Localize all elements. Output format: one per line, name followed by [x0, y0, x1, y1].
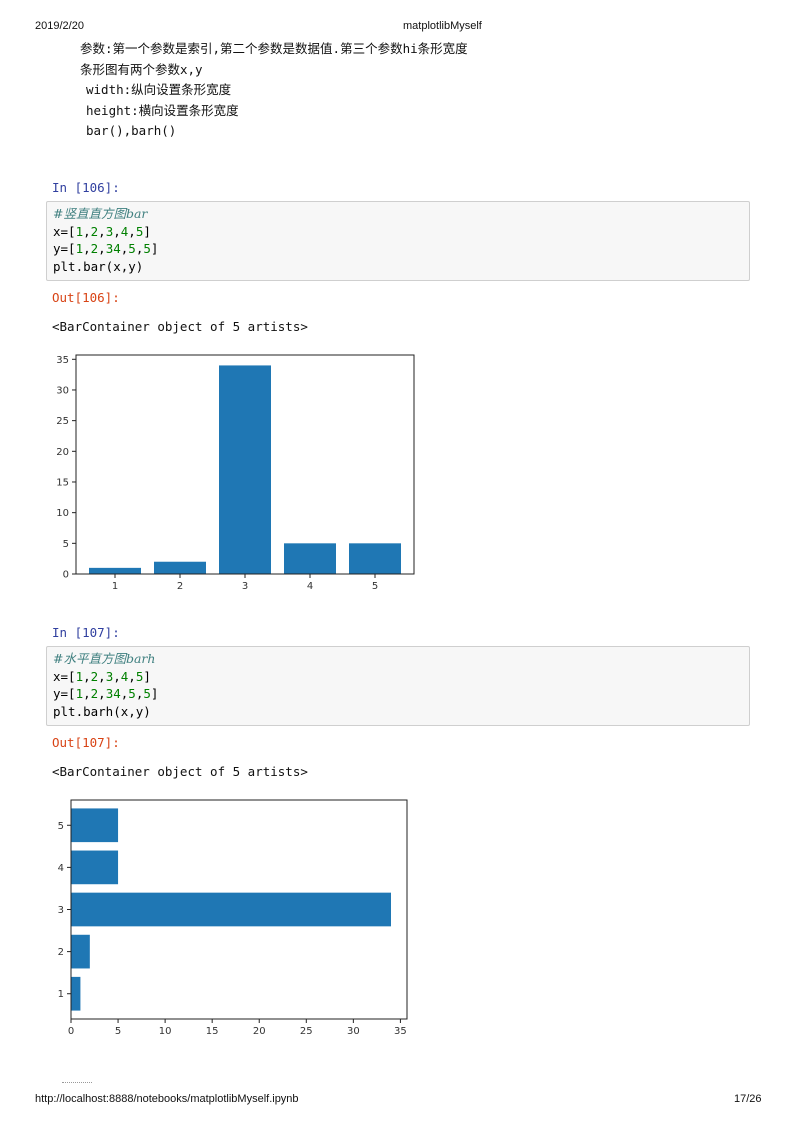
x-tick-label: 0 [68, 1026, 74, 1037]
bar [71, 850, 119, 885]
output-prompt: Out[107]: [52, 735, 120, 750]
code-cell[interactable]: #竖直直方图bar x=[1,2,3,4,5] y=[1,2,34,5,5] p… [46, 201, 750, 281]
x-tick-label: 1 [112, 581, 118, 592]
print-title: matplotlibMyself [403, 20, 482, 32]
input-prompt: In [106]: [52, 180, 120, 195]
x-tick-label: 2 [177, 581, 183, 592]
y-tick-label: 15 [56, 477, 69, 488]
y-tick-label: 30 [56, 385, 69, 396]
y-tick-label: 2 [58, 947, 64, 958]
print-page-number: 17/26 [734, 1093, 762, 1105]
y-tick-label: 20 [56, 447, 69, 458]
markdown-line: 条形图有两个参数x,y [80, 61, 203, 77]
markdown-line: 参数:第一个参数是索引,第二个参数是数据值.第三个参数hi条形宽度 [80, 41, 468, 56]
x-tick-label: 3 [242, 581, 248, 592]
y-tick-label: 25 [56, 416, 69, 427]
bar [71, 892, 391, 927]
print-url: http://localhost:8888/notebooks/matplotl… [35, 1093, 299, 1105]
code-cell[interactable]: #水平直方图barh x=[1,2,3,4,5] y=[1,2,34,5,5] … [46, 646, 750, 726]
y-tick-label: 0 [63, 570, 69, 581]
bar [219, 365, 271, 574]
x-tick-label: 5 [372, 581, 378, 592]
code-line-x: x=[1,2,3,4,5] [53, 223, 151, 239]
code-line-y: y=[1,2,34,5,5] [53, 241, 159, 256]
x-tick-label: 35 [394, 1026, 407, 1037]
x-tick-label: 10 [159, 1026, 172, 1037]
code-comment: #水平直方图barh [53, 651, 156, 666]
code-line-call: plt.bar(x,y) [53, 258, 144, 274]
print-date: 2019/2/20 [35, 20, 84, 32]
y-tick-label: 35 [56, 355, 69, 366]
y-tick-label: 10 [56, 508, 69, 519]
x-tick-label: 5 [115, 1026, 121, 1037]
y-tick-label: 5 [63, 539, 69, 550]
output-prompt: Out[106]: [52, 290, 120, 305]
y-tick-label: 1 [58, 989, 64, 1000]
next-cell-stub [62, 1082, 92, 1085]
y-tick-label: 4 [58, 863, 64, 874]
barh-chart: 1 2 3 4 5 0 5 10 15 20 25 30 35 [58, 799, 408, 1037]
markdown-line: height:横向设置条形宽度 [86, 102, 239, 118]
bar [284, 543, 336, 574]
markdown-cell: 参数:第一个参数是索引,第二个参数是数据值.第三个参数hi条形宽度 条形图有两个… [80, 39, 468, 142]
x-tick-label: 20 [253, 1026, 266, 1037]
output-text: <BarContainer object of 5 artists> [52, 319, 308, 334]
y-tick-label: 5 [58, 821, 64, 832]
x-tick-label: 4 [307, 581, 313, 592]
code-comment: #竖直直方图bar [53, 206, 148, 221]
bar [349, 543, 401, 574]
y-tick-label: 3 [58, 905, 64, 916]
bar [71, 976, 81, 1011]
code-line-x: x=[1,2,3,4,5] [53, 668, 151, 684]
bar [71, 808, 119, 843]
bar [154, 561, 206, 574]
bar [89, 567, 141, 574]
output-text: <BarContainer object of 5 artists> [52, 764, 308, 779]
bar-chart: 1 2 3 4 5 0 5 10 15 20 25 30 35 [56, 354, 415, 592]
markdown-line: bar(),barh() [86, 123, 177, 138]
x-tick-label: 25 [300, 1026, 313, 1037]
code-line-call: plt.barh(x,y) [53, 703, 151, 719]
bar [71, 934, 90, 969]
x-tick-label: 15 [206, 1026, 219, 1037]
input-prompt: In [107]: [52, 625, 120, 640]
x-tick-label: 30 [347, 1026, 360, 1037]
markdown-line: width:纵向设置条形宽度 [86, 82, 232, 97]
code-line-y: y=[1,2,34,5,5] [53, 686, 159, 701]
